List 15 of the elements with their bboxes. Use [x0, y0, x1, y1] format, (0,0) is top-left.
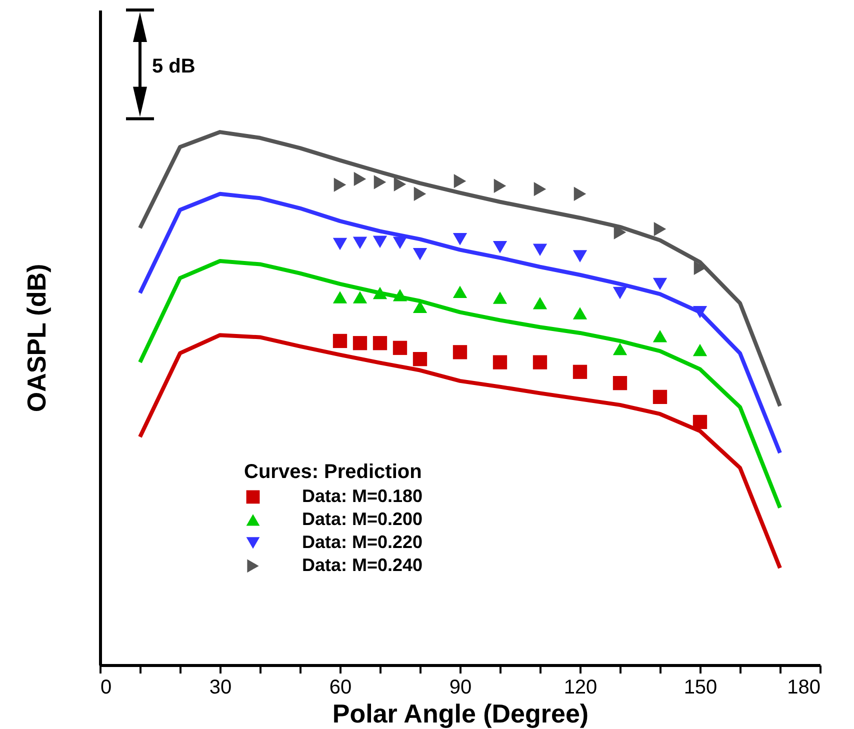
x-tick-label: 30 — [209, 676, 232, 698]
x-tick-label: 60 — [329, 676, 352, 698]
legend-label: Data: M=0.220 — [302, 532, 423, 552]
legend-label: Data: M=0.180 — [302, 486, 423, 506]
x-tick-label: 0 — [100, 676, 112, 698]
x-tick-label: 90 — [449, 676, 472, 698]
legend-label: Data: M=0.200 — [302, 508, 423, 529]
x-tick-label: 150 — [684, 676, 718, 698]
legend-label: Data: M=0.240 — [302, 554, 423, 575]
x-tick-label: 180 — [787, 676, 820, 698]
legend-title: Curves: Prediction — [244, 460, 422, 483]
text: 5 dB — [152, 55, 196, 78]
x-axis-title: Polar Angle (Degree) — [332, 698, 589, 728]
y-axis-title: OASPL (dB) — [22, 264, 52, 412]
x-tick-label: 120 — [564, 676, 598, 698]
